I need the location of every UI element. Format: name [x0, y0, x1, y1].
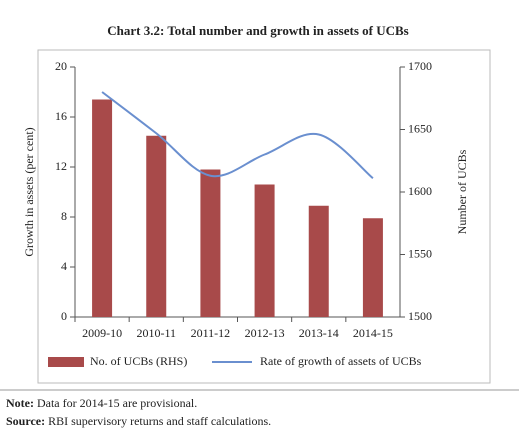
y-tick-label: 20 — [55, 59, 67, 73]
frame — [37, 49, 491, 384]
y2-tick-label: 1600 — [408, 184, 432, 198]
note-text: Data for 2014-15 are provisional. — [37, 396, 197, 410]
legend-label: Rate of growth of assets of UCBs — [260, 354, 422, 368]
y2-tick-label: 1700 — [408, 59, 432, 73]
x-tick-label: 2009-10 — [82, 326, 122, 340]
y-tick-label: 12 — [55, 159, 67, 173]
source-label: Source: — [6, 414, 45, 428]
note-label: Note: — [6, 396, 34, 410]
x-tick-label: 2011-12 — [191, 326, 231, 340]
bar — [92, 99, 113, 317]
bar — [308, 205, 329, 317]
y-tick-label: 4 — [61, 259, 67, 273]
x-tick-label: 2013-14 — [299, 326, 339, 340]
x-tick-label: 2012-13 — [245, 326, 285, 340]
source: Source: RBI supervisory returns and staf… — [6, 414, 271, 428]
y2-tick-label: 1550 — [408, 246, 432, 260]
x-tick-label: 2010-11 — [136, 326, 176, 340]
bar — [254, 184, 275, 317]
bar — [362, 218, 383, 317]
y-tick-label: 16 — [55, 109, 67, 123]
chart-title: Chart 3.2: Total number and growth in as… — [107, 23, 408, 38]
y-axis-title: Growth in assets (per cent) — [22, 127, 36, 256]
y-tick-label: 0 — [61, 309, 67, 323]
legend-swatch — [48, 357, 84, 367]
note: Note: Data for 2014-15 are provisional. — [6, 396, 197, 410]
y-tick-label: 8 — [61, 209, 67, 223]
legend-label: No. of UCBs (RHS) — [90, 354, 187, 368]
source-text: RBI supervisory returns and staff calcul… — [48, 414, 271, 428]
y2-tick-label: 1650 — [408, 121, 432, 135]
line — [101, 91, 374, 180]
bar — [146, 135, 167, 317]
bar — [200, 169, 221, 317]
y2-axis-title: Number of UCBs — [455, 149, 469, 234]
y2-tick-label: 1500 — [408, 309, 432, 323]
x-tick-label: 2014-15 — [353, 326, 393, 340]
